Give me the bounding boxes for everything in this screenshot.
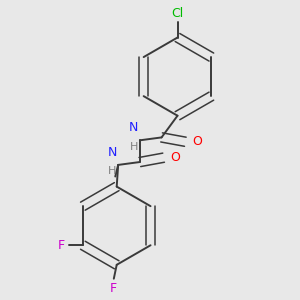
Text: H: H xyxy=(130,142,138,152)
Text: Cl: Cl xyxy=(171,8,184,20)
Text: H: H xyxy=(108,167,117,176)
Text: O: O xyxy=(171,151,180,164)
Text: N: N xyxy=(107,146,117,158)
Text: O: O xyxy=(192,135,202,148)
Text: F: F xyxy=(58,239,65,252)
Text: F: F xyxy=(110,282,117,295)
Text: N: N xyxy=(129,121,138,134)
